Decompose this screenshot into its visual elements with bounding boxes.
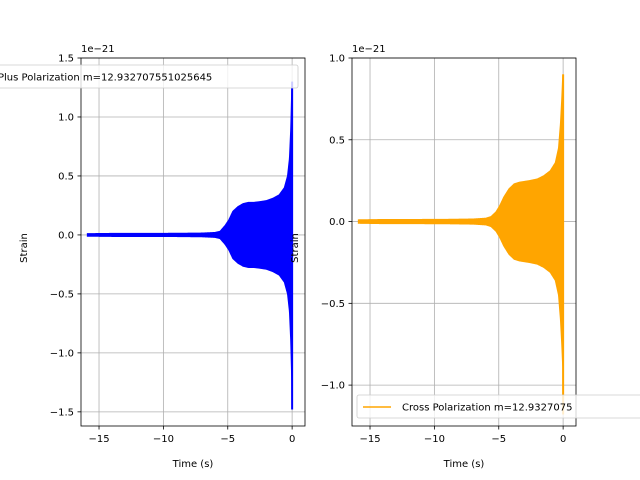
cross-polarization-axes: −15 −10 −5 0 −1.0 −0.5 0.0 0.5 1.0 Time (s) Str…: [290, 44, 640, 470]
plus-axes-frame: [80, 57, 306, 427]
waveform-band: [86, 81, 293, 410]
x-tick-label: −10: [153, 434, 174, 445]
plus-x-axis-label: Time (s): [172, 459, 214, 470]
plus-legend-label: Plus Polarization m=12.932707551025645: [0, 73, 212, 84]
x-tick-label: 0: [289, 434, 295, 445]
cross-axes-frame: [351, 57, 577, 427]
y-tick-label: 0.5: [329, 135, 345, 146]
plus-legend-box: [0, 64, 299, 89]
plus-y-ticks: −1.5 −1.0 −0.5 0.0 0.5 1.0 1.5: [50, 54, 81, 418]
x-tick-label: 0: [560, 434, 566, 445]
cross-legend: Cross Polarization m=12.9327075: [356, 394, 640, 419]
x-tick-label: −5: [491, 434, 506, 445]
cross-y-ticks: −1.0 −0.5 0.0 0.5 1.0: [321, 54, 352, 392]
plus-legend: Plus Polarization m=12.932707551025645: [0, 64, 299, 89]
x-tick-label: −5: [220, 434, 235, 445]
y-tick-label: 0.0: [329, 217, 345, 228]
plus-y-axis-label: Strain: [19, 233, 30, 263]
cross-y-axis-label: Strain: [290, 233, 301, 263]
y-tick-label: 0.5: [58, 171, 74, 182]
y-tick-label: 0.0: [58, 230, 74, 241]
cross-offset-text: 1e−21: [352, 44, 386, 55]
y-tick-label: 1.0: [58, 112, 74, 123]
x-tick-label: −10: [424, 434, 445, 445]
cross-x-axis-label: Time (s): [443, 459, 485, 470]
plus-offset-text: 1e−21: [81, 44, 115, 55]
y-tick-label: 1.5: [58, 54, 74, 65]
cross-legend-box: [356, 394, 640, 419]
plus-x-ticks: −15 −10 −5 0: [88, 426, 295, 445]
x-tick-label: −15: [88, 434, 109, 445]
y-tick-label: 1.0: [329, 54, 345, 65]
cross-x-ticks: −15 −10 −5 0: [359, 426, 566, 445]
y-tick-label: −1.0: [50, 348, 74, 359]
x-tick-label: −15: [359, 434, 380, 445]
y-tick-label: −0.5: [50, 289, 74, 300]
cross-legend-label: Cross Polarization m=12.9327075: [402, 403, 572, 414]
plus-waveform: [86, 81, 294, 410]
plus-polarization-axes: −15 −10 −5 0 −1.5 −1.0 −0.5 0.0 0.5 1.0 1.5 Time …: [0, 44, 306, 470]
y-tick-label: −1.0: [321, 381, 345, 392]
y-tick-label: −1.5: [50, 407, 74, 418]
y-tick-label: −0.5: [321, 299, 345, 310]
